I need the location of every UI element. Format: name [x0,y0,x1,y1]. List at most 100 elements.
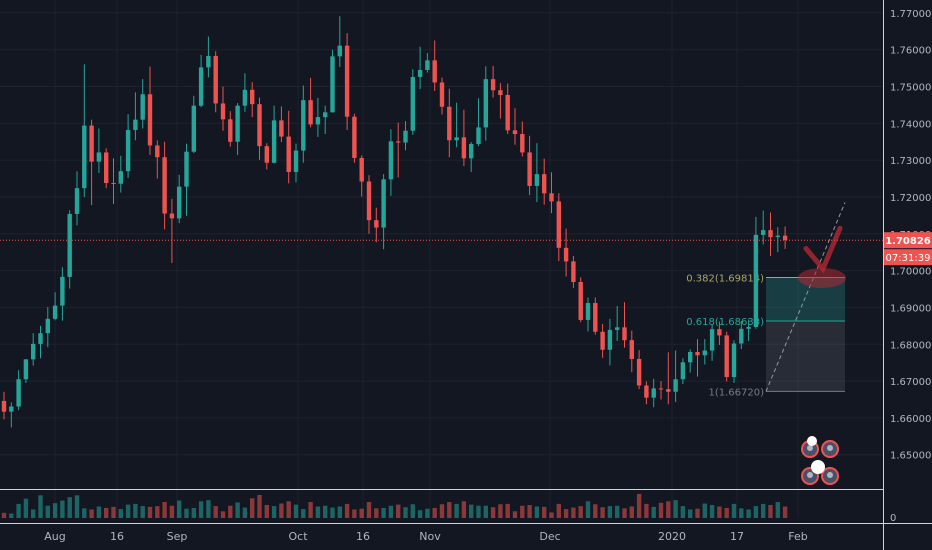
volume-bar [461,501,467,518]
candle-body [629,340,634,359]
candle-body [308,100,313,125]
candle-body [461,137,467,159]
volume-bar [374,508,379,518]
volume-bar [534,506,540,518]
candle-body [31,343,36,360]
badge-count-icon [811,460,825,474]
volume-bar [571,507,576,518]
x-tick-label: 16 [110,530,124,543]
candle-body [490,79,496,91]
volume-bar [111,506,116,518]
volume-bar [578,506,583,518]
volume-bar [60,500,65,518]
x-tick-label: Oct [288,530,308,543]
trend-line [765,202,846,392]
candle-body [89,125,94,162]
x-tick-label: Aug [44,530,65,543]
candle-body [162,157,167,214]
candle-body [761,230,766,235]
candle-body [242,89,248,106]
candle-body [104,152,109,183]
volume-bar [366,502,372,518]
candle-body [315,117,321,125]
volume-bar [133,503,138,518]
volume-bar [337,506,342,518]
highlight-ellipse [798,267,846,288]
fib-level-label: 0.618(1.68633) [686,317,764,328]
candle-body [702,350,707,356]
volume-bar [709,505,715,518]
candle-body [739,328,744,344]
candle-body [330,56,335,113]
y-tick-label: 1.67000 [890,377,931,388]
volume-bar [198,501,204,518]
grid-lines [0,0,883,518]
candle-body [337,45,342,57]
event-badges[interactable] [801,436,839,485]
candle-body [549,193,554,202]
volume-bar [731,503,737,518]
volume-bar [38,495,43,518]
candle-body [228,119,233,142]
candle-body [622,327,627,341]
candle-body [666,389,671,392]
volume-bar [483,505,488,518]
volume-bar [658,502,664,518]
candle-body [359,157,364,182]
volume-bar [724,507,729,518]
volume-bar [177,500,182,518]
y-tick-label: 1.68000 [890,340,931,351]
volume-bar [600,507,605,518]
volume-bar [469,504,474,518]
y-tick-label: 1.73000 [890,156,931,167]
volume-bar [695,508,700,518]
volume-bar [476,505,481,518]
volume-bar [140,506,145,518]
volume-bar [505,503,510,518]
candle-body [38,333,43,344]
candle-body [23,359,29,380]
fib-level-label: 0.382(1.69814) [686,273,764,284]
volume-bar [563,509,569,518]
avatar-head-icon [807,445,813,451]
volume-bar [184,508,189,518]
fibonacci-retracement[interactable]: 0.382(1.69814) 0.618(1.68633) 1(1.66720) [686,273,845,398]
volume-bar [330,507,335,518]
volume-bar [717,506,722,518]
candle-body [118,171,123,184]
volume-bar [264,505,269,518]
volume-bar [74,495,80,518]
volume-bar [410,504,415,518]
candle-body [220,103,226,120]
candle-body [293,150,299,172]
candle-body [688,351,693,363]
candle-body [432,60,437,83]
candle-body [323,112,328,118]
candle-body [60,276,65,306]
candle-body [520,134,525,153]
candle-body [658,388,664,390]
volume-bar [549,512,554,518]
y-tick-label: 1.66000 [890,414,931,425]
volume-bar [147,506,153,518]
volume-bar [666,501,671,518]
volume-bar [286,501,291,518]
volume-bar [615,505,620,518]
candle-body [169,213,175,219]
candle-body [578,282,583,320]
volume-bar [1,512,7,518]
volume-bar [688,509,693,518]
candle-body [644,385,649,398]
volume-bar [607,506,613,518]
candle-body [140,94,145,120]
volume-bar [651,506,656,518]
volume-bar [67,497,72,518]
candle-body [717,329,722,336]
y-tick-label: 1.74000 [890,119,931,130]
volume-bar [512,511,518,518]
volume-bar [556,503,561,518]
countdown-tag [884,249,932,266]
candle-body [469,143,474,159]
